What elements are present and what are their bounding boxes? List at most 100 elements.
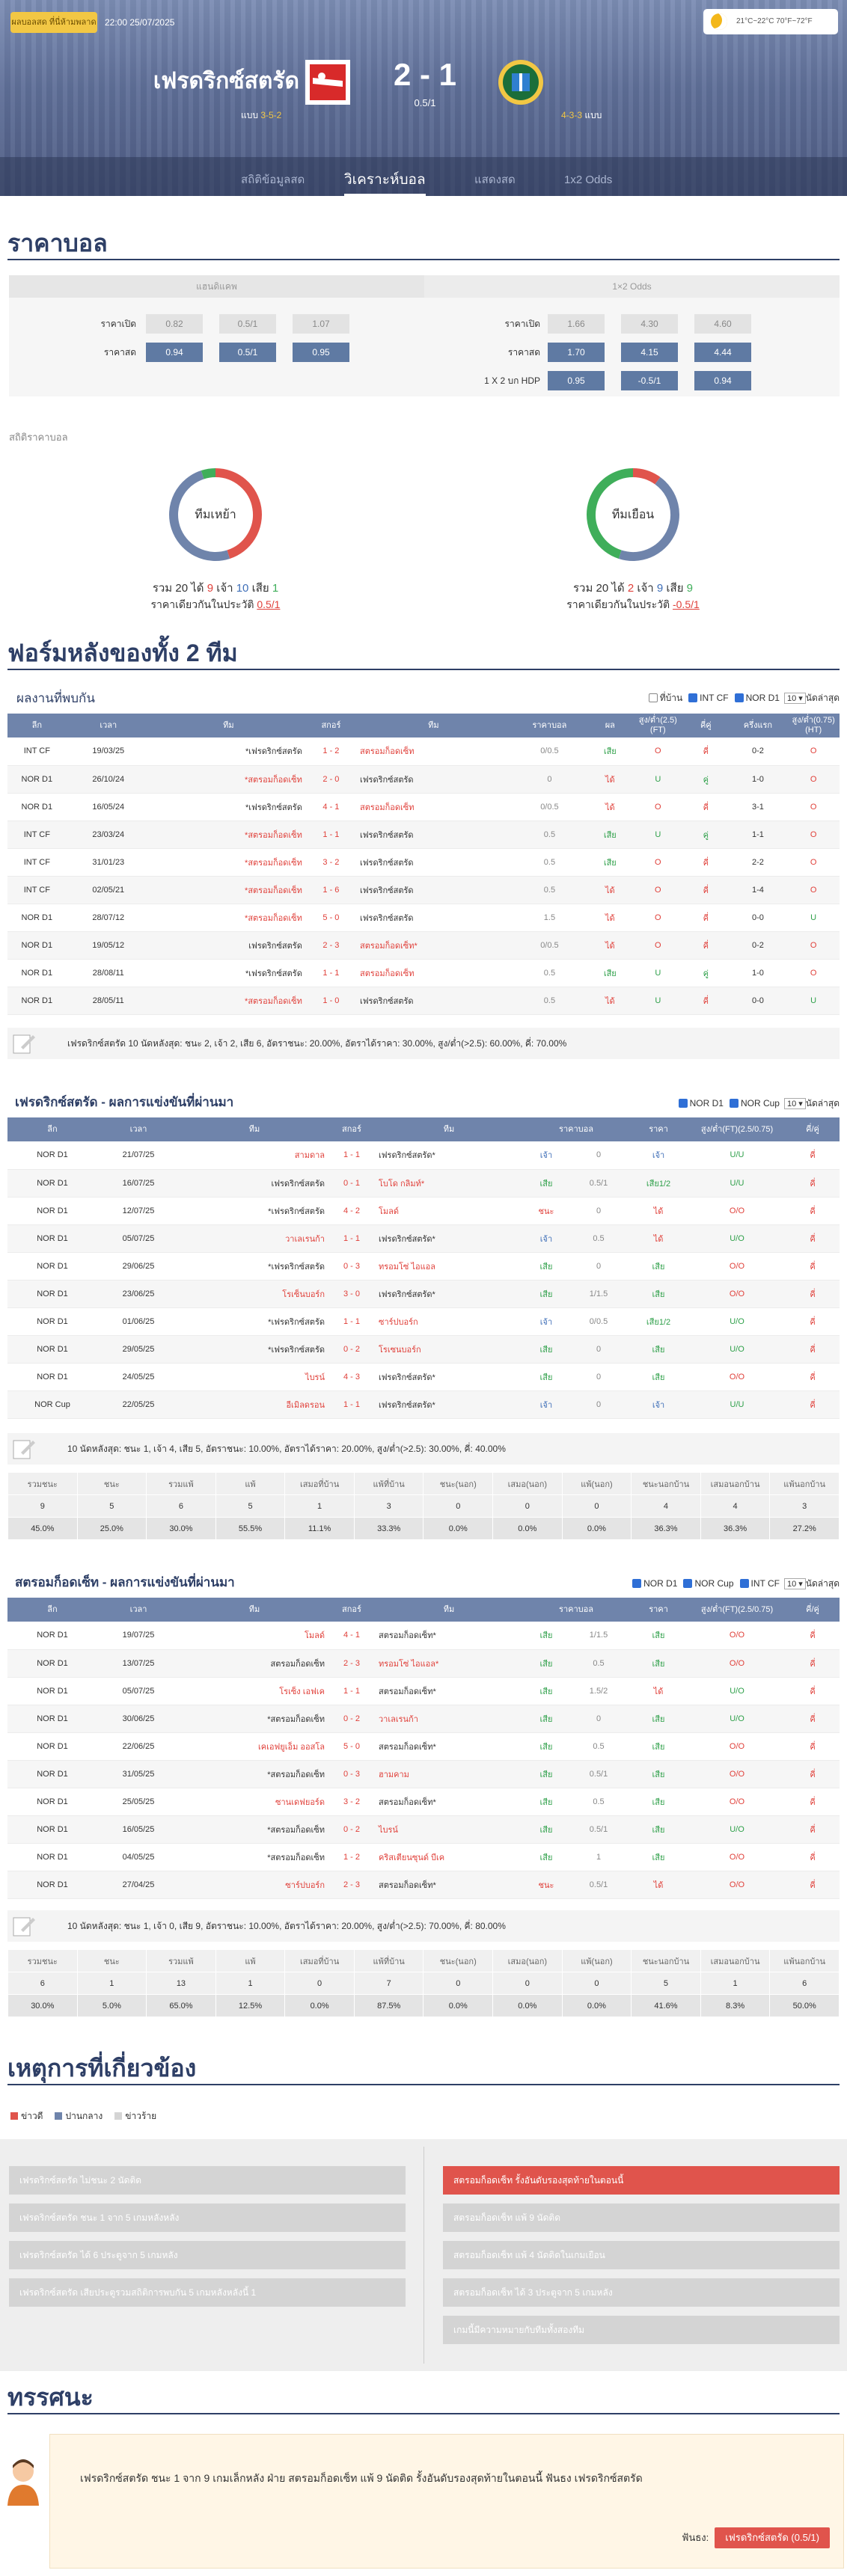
table-cell: ได้ [629,1871,689,1899]
table-row[interactable]: NOR D1 25/05/25 ซานเดฟยอร์ด 3 - 2 สตรอมก็อดเ… [7,1788,840,1816]
ah-odds-cell[interactable]: 1.07 [293,314,349,334]
filter-checkbox[interactable] [734,693,744,702]
table-row[interactable]: INT CF 23/03/24 *สตรอมก็อดเซ็ท 1 - 1 เฟรดริก… [7,821,840,849]
x12-odds-cell[interactable]: 1.70 [548,343,605,362]
home-team-logo[interactable] [304,58,352,106]
table-cell: 0.5 [569,1732,629,1761]
table-row[interactable]: NOR D1 19/05/12 เฟรดริกซ์สตรัด 2 - 3 สตรอมก็… [7,931,840,960]
event-item[interactable]: สตรอมก็อดเซ็ท แพ้ 9 นัดติด [443,2204,840,2232]
x12-odds-cell[interactable]: 4.44 [694,343,751,362]
table-row[interactable]: NOR Cup 22/05/25 อีเมิลดรอน 1 - 1 เฟรดริกซ์ส… [7,1390,840,1419]
table-row[interactable]: NOR D1 30/06/25 *สตรอมก็อดเซ็ท 0 - 2 วาเลเรน… [7,1705,840,1733]
table-row[interactable]: NOR D1 29/05/25 *เฟรดริกซ์สตรัด 0 - 2 โรเซนบ… [7,1335,840,1364]
live-score-badge[interactable]: ผลบอลสด ที่นี่ห้ามพลาด [10,12,97,33]
table-cell: คี่ [786,1280,840,1308]
tab-1x2-odds[interactable]: 1x2 Odds [564,174,613,186]
event-item[interactable]: เฟรดริกซ์สตรัด ไม่ชนะ 2 นัดติด [9,2166,406,2195]
home-team-name[interactable]: เฟรดริกซ์สตรัด [153,69,299,93]
table-row[interactable]: NOR D1 29/06/25 *เฟรดริกซ์สตรัด 0 - 3 ทรอมโซ… [7,1252,840,1281]
opinion-text: เฟรดริกซ์สตรัด ชนะ 1 จาก 9 เกมเล็กหลัง ฝ… [80,2472,643,2484]
filter-checkbox[interactable] [683,1579,693,1588]
filter-checkbox[interactable] [729,1099,739,1108]
pick-badge[interactable]: เฟรดริกซ์สตรัด (0.5/1) [715,2527,830,2548]
event-item[interactable]: สตรอมก็อดเซ็ท ได้ 3 ประตูจาก 5 เกมหลัง [443,2278,840,2307]
table-row[interactable]: NOR D1 28/08/11 *เฟรดริกซ์สตรัด 1 - 1 สตรอมก… [7,959,840,987]
event-item[interactable]: สตรอมก็อดเซ็ท แพ้ 4 นัดติดในเกมเยือน [443,2241,840,2269]
table-row[interactable]: NOR D1 16/05/25 *สตรอมก็อดเซ็ท 0 - 2 ไบรน์ เส… [7,1815,840,1844]
table-row[interactable]: NOR D1 24/05/25 ไบรน์ 4 - 3 เฟรดริกซ์สตรัด* เ… [7,1363,840,1391]
table-row[interactable]: NOR D1 04/05/25 *สตรอมก็อดเซ็ท 1 - 2 คริสเตี… [7,1843,840,1871]
match-count-select[interactable]: 10 ▾ [783,693,806,704]
odds-section-title: ราคาบอล [7,230,108,257]
table-row[interactable]: NOR D1 26/10/24 *สตรอมก็อดเซ็ท 2 - 0 เฟรดริก… [7,765,840,794]
stats-cell: 4 [631,1494,701,1518]
table-cell: เสีย [629,1363,689,1391]
table-row[interactable]: NOR D1 28/07/12 *สตรอมก็อดเซ็ท 5 - 0 เฟรดริก… [7,904,840,932]
table-cell: U/U [688,1390,786,1419]
table-row[interactable]: NOR D1 31/05/25 *สตรอมก็อดเซ็ท 0 - 3 ฮามคามเ… [7,1760,840,1788]
table-cell: *เฟรดริกซ์สตรัด [180,1252,329,1281]
table-cell: O [787,737,840,766]
filter-checkbox[interactable] [739,1579,749,1588]
table-row[interactable]: INT CF 02/05/21 *สตรอมก็อดเซ็ท 1 - 6 เฟรดริก… [7,876,840,904]
away-team-logo[interactable] [497,58,545,106]
stats-cell: 4 [700,1494,771,1518]
table-row[interactable]: NOR D1 28/05/11 *สตรอมก็อดเซ็ท 1 - 0 เฟรดริก… [7,987,840,1015]
tab-analysis[interactable]: วิเคราะห์บอล [344,165,426,196]
x12-odds-cell[interactable]: 0.95 [548,371,605,390]
filter-checkbox[interactable] [648,693,658,702]
table-cell: O [632,904,683,932]
table-cell: คี่ [786,1307,840,1336]
table-row[interactable]: NOR D1 23/06/25 โรเซ็นบอร์ก 3 - 0 เฟรดริกซ์ส… [7,1280,840,1308]
x12-odds-cell[interactable]: 1.66 [548,314,605,334]
stats-cell: ชนะนอกบ้าน [631,1472,701,1495]
table-row[interactable]: NOR D1 19/07/25 โมลด์ 4 - 1 สตรอมก็อดเซ็ท* เส… [7,1622,840,1650]
filter-checkbox[interactable] [678,1099,688,1108]
x12-odds-cell[interactable]: 0.94 [694,371,751,390]
table-row[interactable]: NOR D1 01/06/25 *เฟรดริกซ์สตรัด 1 - 1 ซาร์ปบ… [7,1307,840,1336]
table-row[interactable]: INT CF 19/03/25 *เฟรดริกซ์สตรัด 1 - 2 สตรอมก… [7,737,840,766]
table-cell: เฟรดริกซ์สตรัด [355,876,512,904]
x12-odds-cell[interactable]: 4.60 [694,314,751,334]
table-cell: โมลด์ [180,1622,329,1650]
match-count-select[interactable]: 10 ▾ [783,1098,806,1109]
table-row[interactable]: NOR D1 16/05/24 *เฟรดริกซ์สตรัด 4 - 1 สตรอมก… [7,793,840,821]
x12-odds-cell[interactable]: -0.5/1 [621,371,678,390]
stats-cell: 5.0% [76,1994,147,2017]
x12-odds-cell[interactable]: 4.30 [621,314,678,334]
legend-label: ปานกลาง [65,2111,103,2121]
event-item[interactable]: เฟรดริกซ์สตรัด เสียประตูรวมสถิติการพบกัน… [9,2278,406,2307]
ah-odds-cell[interactable]: 0.5/1 [219,343,276,362]
table-cell: 0 [569,1390,629,1419]
table-cell: 22/06/25 [97,1732,180,1761]
table-row[interactable]: NOR D1 27/04/25 ซาร์ปบอร์ก 2 - 3 สตรอมก็อดเซ… [7,1871,840,1899]
table-cell: คู่ [683,765,729,794]
event-item[interactable]: เฟรดริกซ์สตรัด ชนะ 1 จาก 5 เกมหลังหลัง [9,2204,406,2232]
filter-checkbox[interactable] [688,693,698,702]
event-item[interactable]: เฟรดริกซ์สตรัด ได้ 6 ประตูจาก 5 เกมหลัง [9,2241,406,2269]
table-row[interactable]: NOR D1 05/07/25 โรเซ็ง เอฟเค 1 - 1 สตรอมก็อด… [7,1677,840,1705]
x12-odds-cell[interactable]: 4.15 [621,343,678,362]
table-cell: 24/05/25 [97,1363,180,1391]
table-cell: เฟรดริกซ์สตรัด [355,765,512,794]
event-item[interactable]: สตรอมก็อดเซ็ท รั้งอันดับรองสุดท้ายในตอนน… [443,2166,840,2195]
table-row[interactable]: NOR D1 05/07/25 วาเลเรนก้า 1 - 1 เฟรดริกซ์สต… [7,1224,840,1253]
tab-live-stats[interactable]: สถิติข้อมูลสด [241,174,305,186]
ah-odds-cell[interactable]: 0.82 [146,314,203,334]
filter-checkbox[interactable] [632,1579,642,1588]
table-row[interactable]: NOR D1 13/07/25 สตรอมก็อดเซ็ท 2 - 3 ทรอมโซ่ … [7,1649,840,1678]
table-row[interactable]: NOR D1 12/07/25 *เฟรดริกซ์สตรัด 4 - 2 โมลด์ช… [7,1197,840,1225]
ah-odds-cell[interactable]: 0.5/1 [219,314,276,334]
home-formation-value: 3-5-2 [260,110,282,120]
table-row[interactable]: NOR D1 16/07/25 เฟรดริกซ์สตรัด 0 - 1 โบโด กล… [7,1169,840,1197]
match-count-select[interactable]: 10 ▾ [783,1578,806,1589]
tab-live-show[interactable]: แสดงสด [474,174,516,186]
table-cell: เสีย [587,737,633,766]
event-item[interactable]: เกมนี้มีความหมายกับทีมทั้งสองทีม [443,2316,840,2344]
table-row[interactable]: NOR D1 22/06/25 เคเอฟยูเอ็ม ออสโล 5 - 0 สตรอ… [7,1732,840,1761]
table-row[interactable]: NOR D1 21/07/25 สามดาล 1 - 1 เฟรดริกซ์สตรัด*… [7,1141,840,1170]
ah-odds-cell[interactable]: 0.95 [293,343,349,362]
table-cell: 1 - 1 [329,1677,374,1705]
ah-odds-cell[interactable]: 0.94 [146,343,203,362]
table-row[interactable]: INT CF 31/01/23 *สตรอมก็อดเซ็ท 3 - 2 เฟรดริก… [7,848,840,877]
